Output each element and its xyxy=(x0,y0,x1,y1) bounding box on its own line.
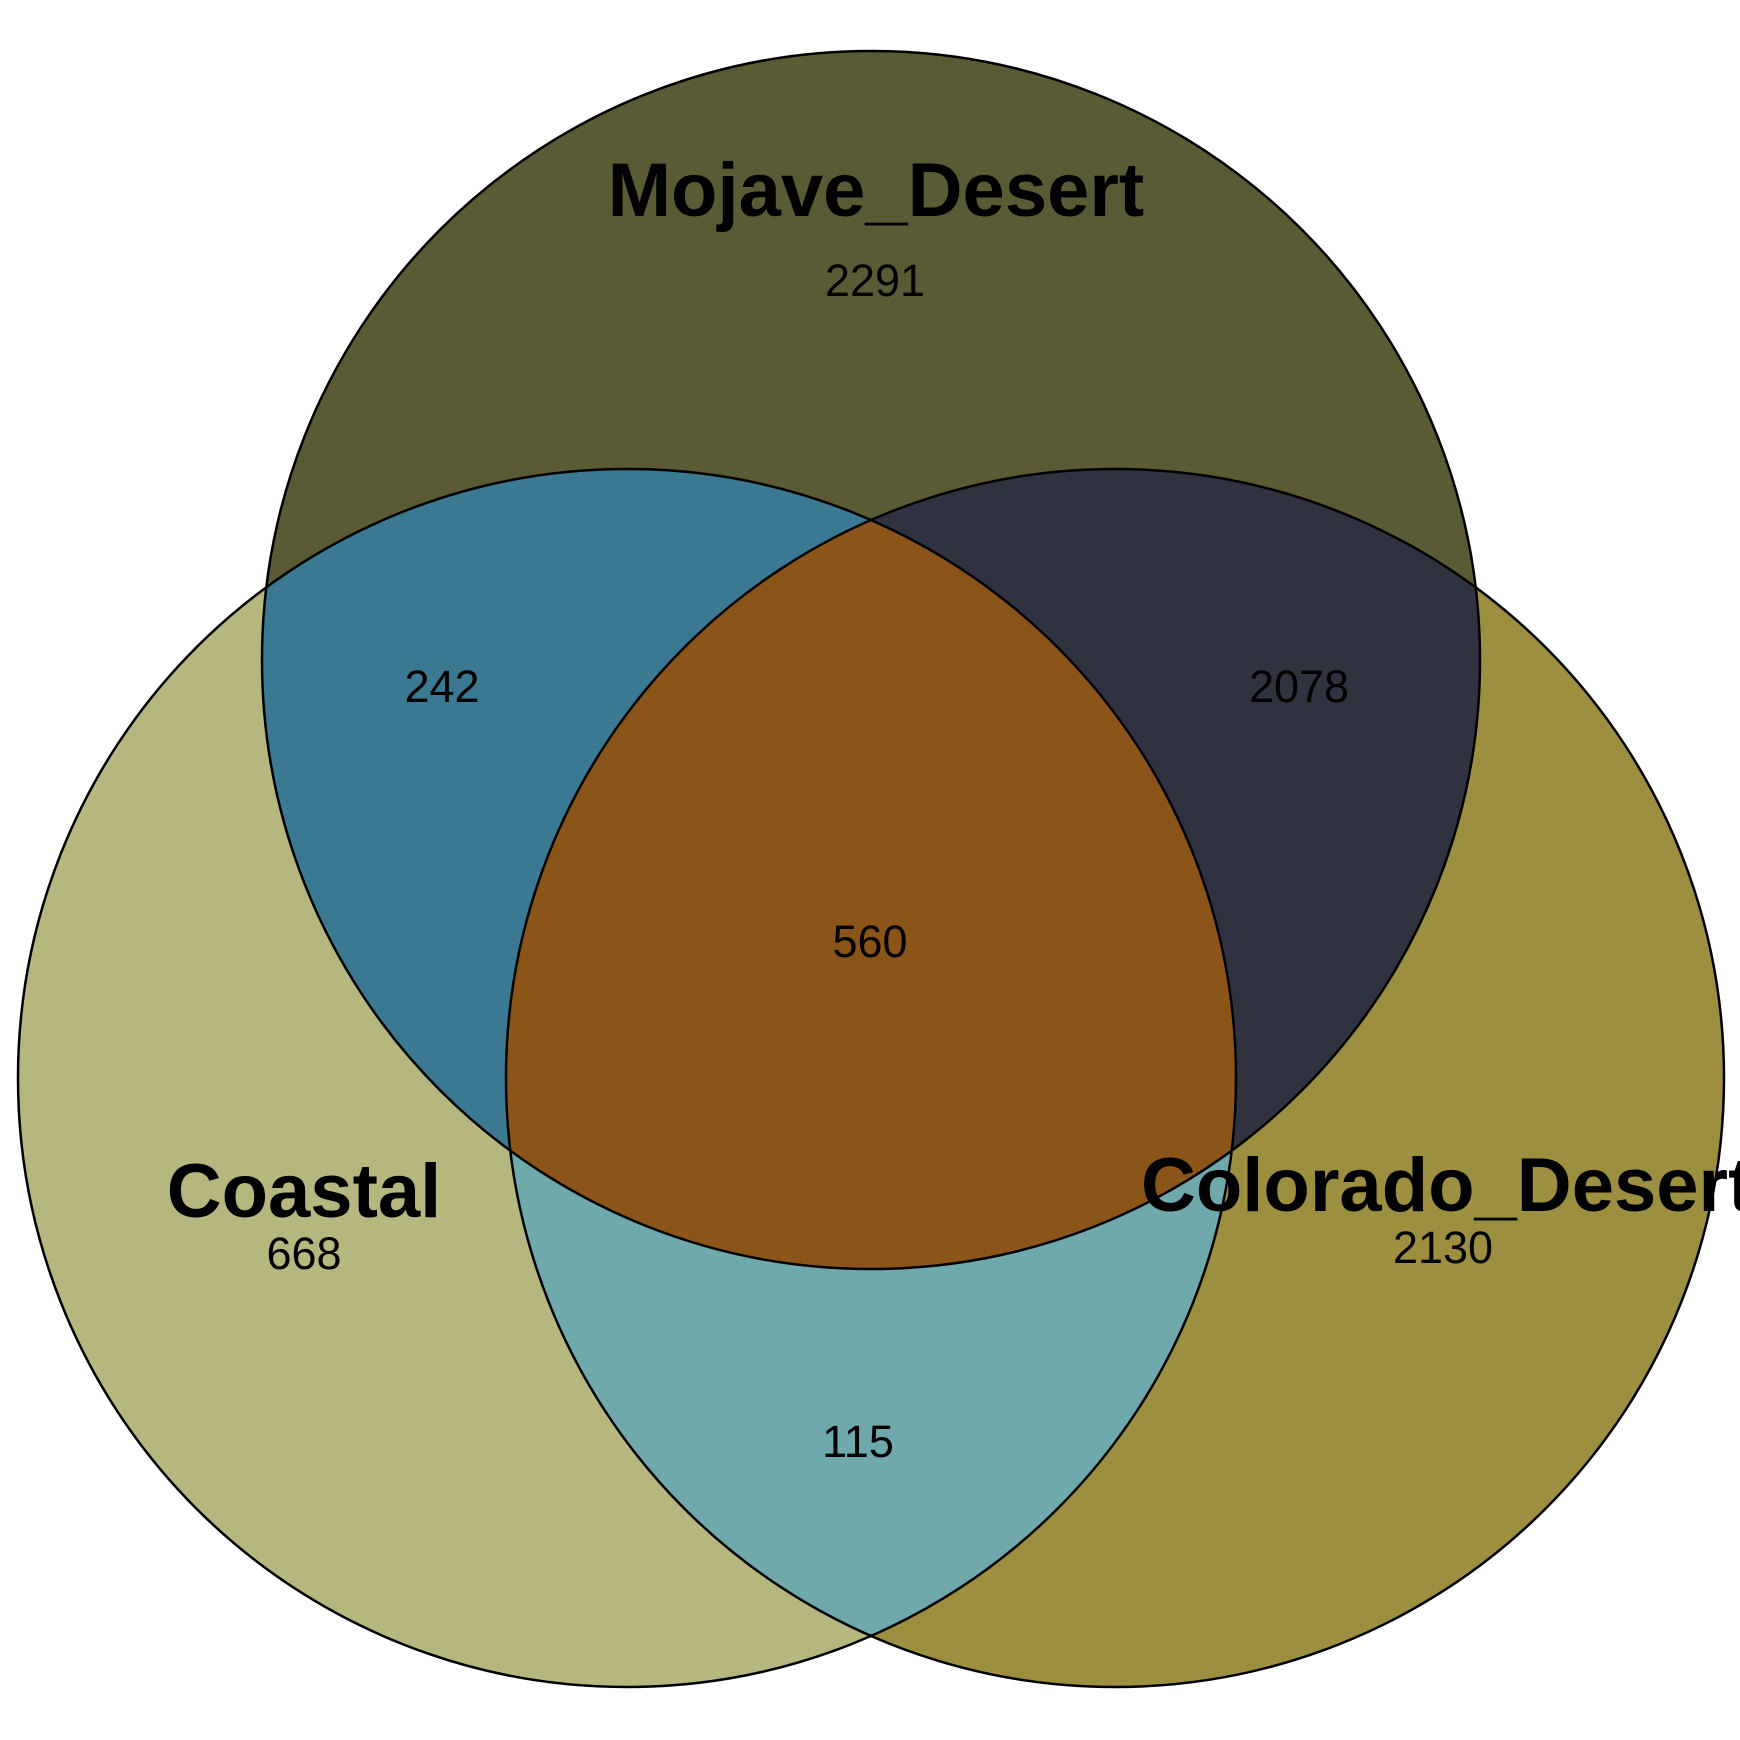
mojave-circle-outline xyxy=(260,49,1482,1271)
region-all-three xyxy=(506,469,1236,1269)
set-label-colorado: Colorado_Desert xyxy=(1141,1143,1740,1228)
set-label-mojave: Mojave_Desert xyxy=(608,148,1145,233)
count-coastal-colorado: 115 xyxy=(822,1416,894,1467)
count-mojave-colorado: 2078 xyxy=(1249,661,1349,712)
count-coastal-only: 668 xyxy=(266,1228,341,1279)
count-colorado-only: 2130 xyxy=(1393,1222,1493,1273)
set-label-coastal: Coastal xyxy=(167,1149,442,1234)
colorado-circle-outline xyxy=(504,467,1726,1689)
count-mojave-coastal: 242 xyxy=(404,661,479,712)
count-mojave-only: 2291 xyxy=(825,255,925,306)
count-all-three: 560 xyxy=(832,916,907,967)
coastal-circle-outline xyxy=(16,467,1238,1689)
